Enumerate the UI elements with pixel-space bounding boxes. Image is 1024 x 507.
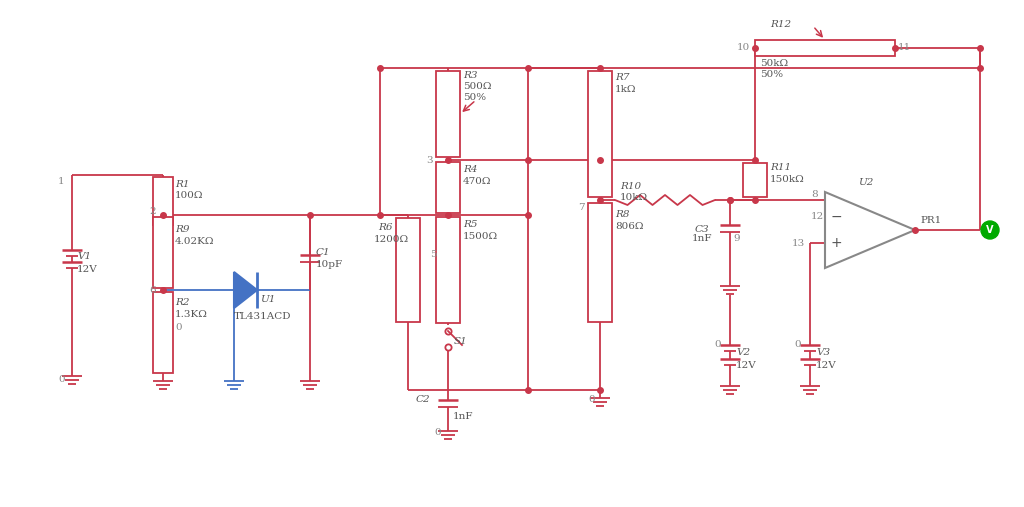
Text: U2: U2 <box>858 178 873 187</box>
Text: 12V: 12V <box>77 265 97 274</box>
Bar <box>588 203 612 322</box>
Text: R4: R4 <box>463 165 477 174</box>
Text: 0: 0 <box>58 375 65 384</box>
Text: 3: 3 <box>426 156 432 165</box>
Text: C2: C2 <box>416 395 431 404</box>
Text: R9: R9 <box>175 225 189 234</box>
Bar <box>588 71 612 197</box>
Text: 5: 5 <box>430 250 436 259</box>
Text: 100Ω: 100Ω <box>175 191 204 200</box>
Text: V: V <box>986 225 993 235</box>
Text: R10: R10 <box>620 182 641 191</box>
Text: 6: 6 <box>150 286 156 295</box>
Bar <box>396 218 420 322</box>
Text: 500Ω: 500Ω <box>463 82 492 91</box>
Text: 11: 11 <box>898 43 911 52</box>
Text: 50%: 50% <box>463 93 486 102</box>
Text: 150kΩ: 150kΩ <box>770 175 805 184</box>
Text: R7: R7 <box>615 73 630 82</box>
Bar <box>436 162 460 213</box>
Text: S1: S1 <box>454 337 468 346</box>
Polygon shape <box>234 272 257 308</box>
Text: 1200Ω: 1200Ω <box>374 235 410 244</box>
Text: 0: 0 <box>175 323 181 332</box>
Text: R1: R1 <box>175 180 189 189</box>
Text: 12V: 12V <box>736 361 757 370</box>
Text: 10pF: 10pF <box>316 260 343 269</box>
Text: 0: 0 <box>794 340 801 349</box>
Text: 1: 1 <box>58 177 65 186</box>
Text: C3: C3 <box>695 225 710 234</box>
Text: 1500Ω: 1500Ω <box>463 232 498 241</box>
Bar <box>743 163 767 197</box>
Text: 13: 13 <box>792 239 805 248</box>
Text: 1kΩ: 1kΩ <box>615 85 637 94</box>
Text: 7: 7 <box>578 203 585 212</box>
Text: 50kΩ: 50kΩ <box>760 59 788 68</box>
Text: R6: R6 <box>378 223 392 232</box>
Text: 12: 12 <box>811 212 824 221</box>
Text: U1: U1 <box>260 295 275 304</box>
Text: V1: V1 <box>77 252 91 261</box>
Text: R12: R12 <box>770 20 792 29</box>
Bar <box>153 217 173 288</box>
Text: 1nF: 1nF <box>692 234 713 243</box>
Text: 806Ω: 806Ω <box>615 222 643 231</box>
Text: R2: R2 <box>175 298 189 307</box>
Bar <box>153 177 173 225</box>
Text: 1nF: 1nF <box>453 412 473 421</box>
Text: V3: V3 <box>816 348 830 357</box>
Bar <box>436 71 460 157</box>
Text: C1: C1 <box>316 248 331 257</box>
Text: V2: V2 <box>736 348 751 357</box>
Text: 8: 8 <box>811 190 817 199</box>
Text: 1.3KΩ: 1.3KΩ <box>175 310 208 319</box>
Text: PR1: PR1 <box>920 216 941 225</box>
Text: 50%: 50% <box>760 70 783 79</box>
Text: R11: R11 <box>770 163 792 172</box>
Text: 0: 0 <box>588 395 595 404</box>
Text: 9: 9 <box>733 234 739 243</box>
Text: +: + <box>831 236 843 250</box>
Bar <box>755 40 895 56</box>
Text: 12V: 12V <box>816 361 837 370</box>
Bar <box>436 217 460 323</box>
Text: 0: 0 <box>714 340 721 349</box>
Text: R3: R3 <box>463 71 477 80</box>
Text: R8: R8 <box>615 210 630 219</box>
Text: 2: 2 <box>150 207 156 216</box>
Bar <box>153 292 173 373</box>
Text: 10: 10 <box>737 43 751 52</box>
Text: 4.02KΩ: 4.02KΩ <box>175 237 214 246</box>
Text: R5: R5 <box>463 220 477 229</box>
Text: 0: 0 <box>434 428 440 437</box>
Text: 470Ω: 470Ω <box>463 177 492 186</box>
Text: −: − <box>831 210 843 224</box>
Circle shape <box>981 221 999 239</box>
Text: 10kΩ: 10kΩ <box>620 193 648 202</box>
Text: TL431ACD: TL431ACD <box>234 312 292 321</box>
